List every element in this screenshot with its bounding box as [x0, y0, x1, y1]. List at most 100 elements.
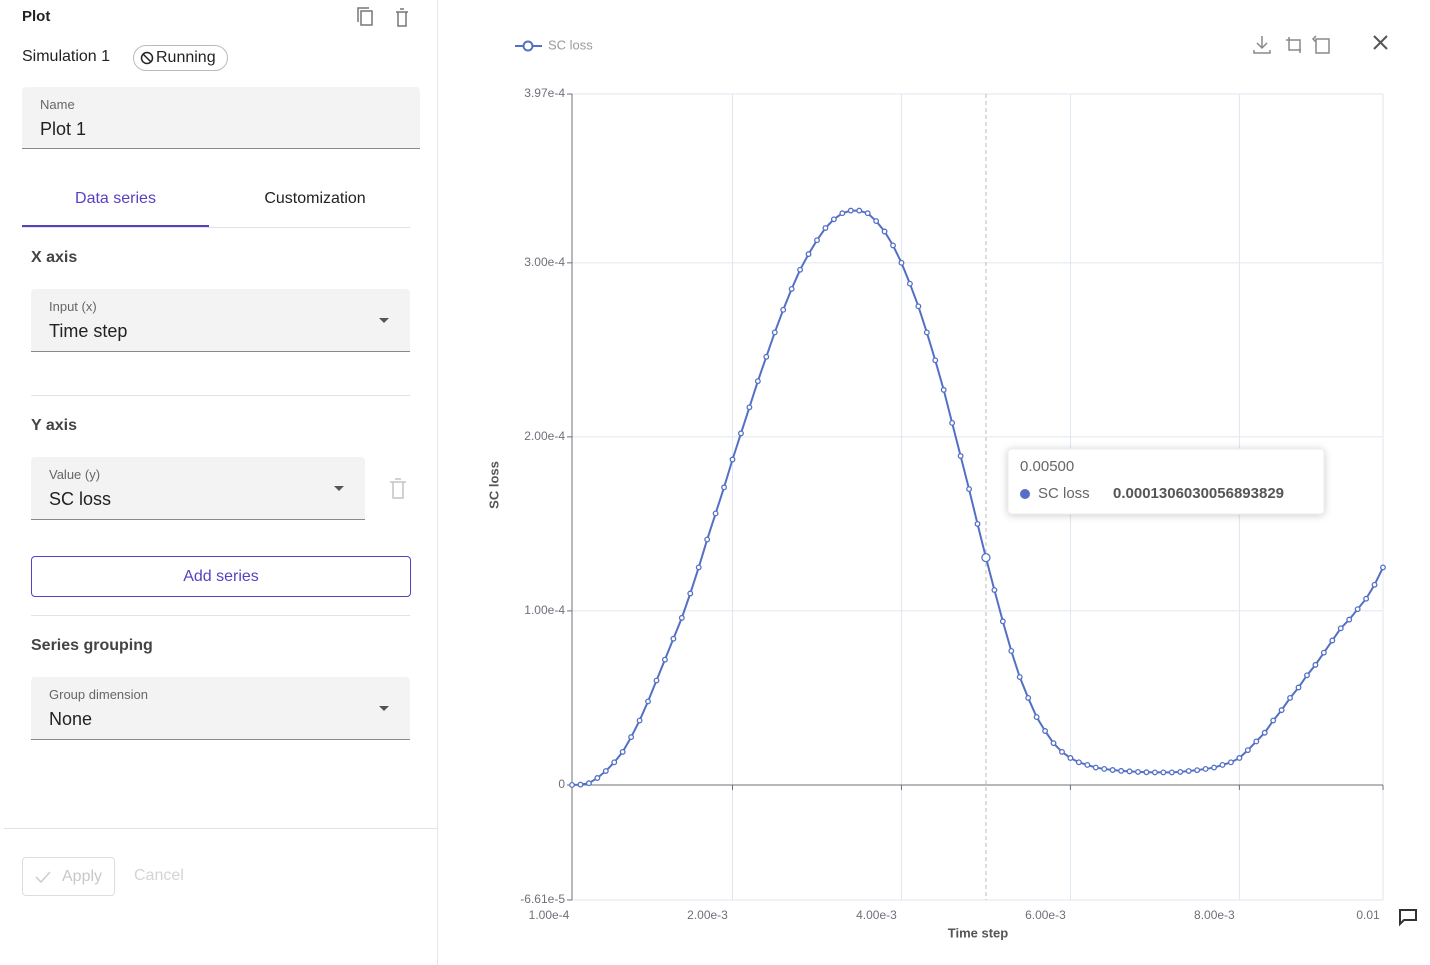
data-point [1304, 672, 1310, 679]
x-tick-label: 8.00e-3 [1194, 908, 1235, 922]
data-point [670, 635, 677, 642]
data-point [746, 404, 753, 411]
data-point [1042, 728, 1049, 734]
divider [31, 395, 410, 396]
tab[interactable]: Customization [264, 190, 366, 207]
data-point [1050, 740, 1057, 747]
panel-title: Plot [22, 8, 51, 25]
data-point [873, 218, 880, 225]
data-point [653, 677, 660, 684]
field-label: Name [40, 97, 75, 112]
data-point [645, 698, 651, 705]
data-point [619, 748, 626, 755]
legend-marker [522, 40, 534, 52]
data-point [856, 207, 863, 214]
delete-series[interactable] [388, 478, 408, 500]
data-point [636, 717, 643, 724]
data-point [974, 520, 981, 527]
data-point [1354, 606, 1361, 613]
data-point [1126, 768, 1133, 775]
apply-button[interactable]: Apply [22, 857, 115, 896]
tooltip-value: 0.0001306030056893829 [1113, 485, 1284, 502]
data-point [1219, 761, 1226, 768]
data-point [940, 386, 947, 393]
data-point [1101, 765, 1108, 772]
data-point [1371, 581, 1378, 588]
field-value: Time step [49, 321, 128, 341]
data-point [704, 536, 711, 543]
panel-actions[interactable] [356, 6, 412, 30]
data-point [1363, 595, 1370, 602]
data-point [1194, 767, 1201, 774]
y-tick-label: 3.00e-4 [524, 255, 565, 269]
data-point [923, 329, 930, 336]
tab-indicator [22, 225, 209, 227]
data-point [1337, 625, 1344, 632]
section-heading: X axis [31, 249, 78, 266]
data-point [721, 484, 728, 491]
data-point [594, 775, 601, 781]
data-point [1025, 694, 1032, 701]
data-point [1211, 764, 1217, 771]
data-point [847, 207, 854, 214]
data-point [569, 782, 575, 788]
data-point [729, 456, 736, 463]
x-tick-label: 4.00e-3 [856, 908, 897, 922]
data-point [602, 768, 609, 774]
data-point [1295, 684, 1302, 691]
x-tick-label: 0.01 [1356, 908, 1380, 922]
add-series-button[interactable]: Add series [31, 556, 411, 597]
data-point [661, 656, 668, 663]
data-point [738, 430, 744, 437]
data-point [932, 357, 939, 364]
divider [4, 828, 437, 829]
tab-active[interactable]: Data series [75, 190, 156, 207]
x-select[interactable]: Input (x) Time step [31, 289, 410, 352]
data-point [1244, 747, 1251, 754]
section-heading: Y axis [31, 417, 77, 434]
data-point [1143, 769, 1150, 776]
data-point [1380, 564, 1386, 571]
field-value: None [49, 709, 93, 729]
data-point [805, 251, 812, 258]
data-point [1135, 768, 1141, 775]
data-point [830, 216, 837, 223]
legend-label: SC loss [548, 37, 593, 52]
data-point [991, 587, 998, 593]
data-point [678, 614, 685, 621]
y-axis-title: SC loss [486, 461, 501, 509]
y-tick-label: 3.97e-4 [524, 86, 565, 100]
divider [22, 227, 410, 228]
data-point [1236, 755, 1243, 761]
data-point [898, 259, 905, 266]
tooltip-marker [1020, 489, 1030, 499]
data-point [1151, 769, 1158, 776]
field-value: SC loss [49, 489, 112, 509]
data-point [1320, 649, 1327, 656]
tooltip-x: 0.00500 [1020, 458, 1074, 475]
x-tick-label: 6.00e-3 [1025, 908, 1066, 922]
data-point [839, 210, 846, 217]
data-point [1059, 748, 1065, 755]
apply-text: Apply [62, 868, 103, 885]
field-label: Input (x) [49, 299, 97, 314]
chat-icon[interactable] [1399, 909, 1417, 927]
data-point [788, 285, 795, 292]
x-axis-title: Time step [948, 925, 1009, 940]
name-field[interactable]: Name Plot 1 [22, 87, 420, 149]
group-select[interactable]: Group dimension None [31, 677, 410, 740]
toolbar[interactable] [1253, 35, 1330, 54]
y-select[interactable]: Value (y) SC loss [31, 457, 365, 520]
data-point [1278, 707, 1285, 714]
cancel-button[interactable]: Cancel [134, 867, 184, 884]
data-point [1092, 764, 1099, 771]
data-point [1253, 738, 1260, 745]
tooltip-box [1007, 448, 1325, 515]
field-value: Plot 1 [40, 119, 87, 139]
data-point [1067, 755, 1074, 761]
y-tick-label: 0 [558, 777, 565, 791]
y-tick-label: -6.61e-5 [520, 892, 565, 906]
data-point [628, 734, 635, 741]
data-point [966, 486, 973, 493]
close-button[interactable] [1373, 35, 1388, 50]
